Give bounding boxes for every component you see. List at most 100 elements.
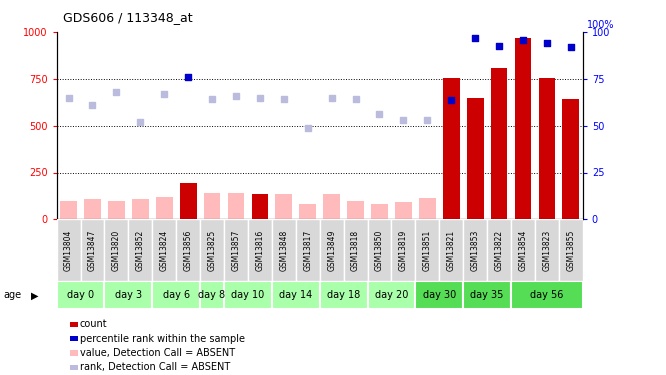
Text: GSM13817: GSM13817 <box>303 230 312 271</box>
Text: percentile rank within the sample: percentile rank within the sample <box>79 334 244 344</box>
Bar <box>299 204 316 219</box>
Point <box>517 38 528 44</box>
Point <box>111 89 122 95</box>
Text: day 20: day 20 <box>375 290 408 300</box>
Text: GSM13824: GSM13824 <box>160 230 168 271</box>
Bar <box>344 219 368 281</box>
Bar <box>371 204 388 219</box>
Bar <box>57 281 105 309</box>
Text: GSM13848: GSM13848 <box>279 230 288 271</box>
Bar <box>487 219 511 281</box>
Bar <box>392 219 416 281</box>
Bar <box>463 219 487 281</box>
Point <box>565 44 576 50</box>
Point <box>398 117 409 123</box>
Bar <box>395 202 412 219</box>
Text: 100%: 100% <box>587 21 615 30</box>
Text: day 0: day 0 <box>67 290 94 300</box>
Bar <box>252 194 268 219</box>
Text: age: age <box>3 290 21 300</box>
Bar <box>200 281 224 309</box>
Text: GSM13820: GSM13820 <box>112 230 121 271</box>
Text: day 6: day 6 <box>163 290 190 300</box>
Text: GSM13852: GSM13852 <box>136 230 145 271</box>
Text: GSM13822: GSM13822 <box>495 230 503 271</box>
Point <box>159 91 170 97</box>
Text: GSM13804: GSM13804 <box>64 230 73 271</box>
Text: GSM13857: GSM13857 <box>232 230 240 271</box>
Bar <box>105 219 129 281</box>
Point <box>182 74 193 80</box>
Point <box>87 102 98 108</box>
Bar <box>272 281 320 309</box>
Bar <box>105 281 153 309</box>
Text: GSM13853: GSM13853 <box>471 230 480 271</box>
Bar <box>416 281 463 309</box>
Text: GSM13821: GSM13821 <box>447 230 456 271</box>
Text: day 14: day 14 <box>279 290 312 300</box>
Bar <box>153 281 200 309</box>
Text: day 10: day 10 <box>231 290 264 300</box>
Bar <box>224 281 272 309</box>
Bar <box>81 219 105 281</box>
Bar <box>559 219 583 281</box>
Bar <box>323 194 340 219</box>
Text: count: count <box>79 320 107 329</box>
Text: GSM13819: GSM13819 <box>399 230 408 271</box>
Bar <box>562 99 579 219</box>
Bar <box>156 197 172 219</box>
Bar <box>511 281 583 309</box>
Point <box>541 40 552 46</box>
Text: GSM13855: GSM13855 <box>566 230 575 271</box>
Bar <box>108 201 125 219</box>
Text: day 8: day 8 <box>198 290 226 300</box>
Text: GDS606 / 113348_at: GDS606 / 113348_at <box>63 11 193 24</box>
Text: ▶: ▶ <box>31 290 39 300</box>
Point <box>302 124 313 130</box>
Bar <box>248 219 272 281</box>
Bar <box>153 219 176 281</box>
Point <box>494 43 504 49</box>
Text: GSM13850: GSM13850 <box>375 230 384 271</box>
Bar <box>535 219 559 281</box>
Point <box>230 93 241 99</box>
Point <box>278 96 289 102</box>
Point <box>326 94 337 100</box>
Bar <box>132 199 149 219</box>
Text: day 18: day 18 <box>327 290 360 300</box>
Bar <box>320 219 344 281</box>
Text: GSM13818: GSM13818 <box>351 230 360 271</box>
Point <box>446 98 456 104</box>
Text: day 35: day 35 <box>470 290 503 300</box>
Bar <box>176 219 200 281</box>
Text: rank, Detection Call = ABSENT: rank, Detection Call = ABSENT <box>79 362 230 372</box>
Text: GSM13823: GSM13823 <box>542 230 551 271</box>
Bar <box>320 281 368 309</box>
Point <box>470 34 480 40</box>
Bar <box>228 193 244 219</box>
Bar <box>272 219 296 281</box>
Text: GSM13847: GSM13847 <box>88 230 97 271</box>
Bar <box>276 194 292 219</box>
Bar <box>368 219 392 281</box>
Point <box>350 96 361 102</box>
Bar <box>224 219 248 281</box>
Bar <box>539 78 555 219</box>
Point <box>374 111 385 117</box>
Bar <box>84 199 101 219</box>
Bar <box>180 183 196 219</box>
Text: GSM13851: GSM13851 <box>423 230 432 271</box>
Bar <box>296 219 320 281</box>
Bar <box>368 281 416 309</box>
Point <box>63 94 74 100</box>
Text: GSM13856: GSM13856 <box>184 230 192 271</box>
Text: day 30: day 30 <box>423 290 456 300</box>
Bar <box>491 68 507 219</box>
Bar <box>463 281 511 309</box>
Text: GSM13825: GSM13825 <box>208 230 216 271</box>
Text: value, Detection Call = ABSENT: value, Detection Call = ABSENT <box>79 348 234 358</box>
Bar <box>515 39 531 219</box>
Point <box>135 119 146 125</box>
Bar <box>204 193 220 219</box>
Bar <box>511 219 535 281</box>
